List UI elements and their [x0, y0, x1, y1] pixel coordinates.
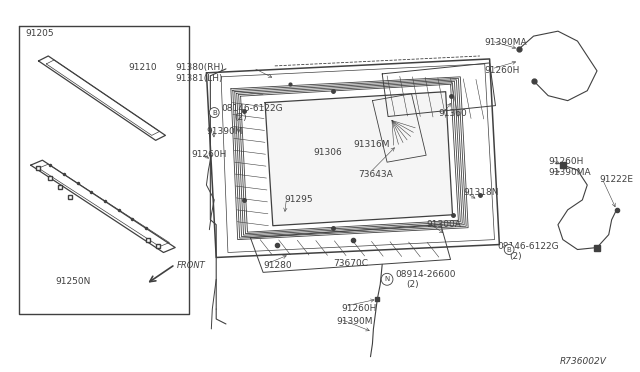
Text: 91205: 91205 [26, 29, 54, 38]
Circle shape [209, 108, 219, 118]
Text: (2): (2) [509, 251, 522, 260]
Text: 91260H: 91260H [341, 304, 376, 313]
Text: (2): (2) [406, 280, 419, 289]
Text: 91390M: 91390M [336, 317, 373, 326]
Text: 91280: 91280 [263, 262, 292, 270]
Text: R736002V: R736002V [560, 357, 607, 366]
Text: 91260H: 91260H [484, 66, 520, 75]
Text: 08914-26600: 08914-26600 [395, 270, 456, 279]
Text: 91380(RH): 91380(RH) [175, 63, 224, 72]
Polygon shape [265, 92, 452, 226]
Text: 91222E: 91222E [599, 175, 633, 184]
Circle shape [381, 273, 393, 285]
Text: B: B [507, 247, 511, 253]
Text: 91390M: 91390M [207, 128, 243, 137]
Text: N: N [385, 276, 390, 282]
Text: 91318N: 91318N [463, 188, 499, 197]
Text: 91260H: 91260H [192, 150, 227, 159]
Text: 91250N: 91250N [55, 277, 90, 286]
Text: 08146-6122G: 08146-6122G [497, 241, 559, 251]
Circle shape [504, 244, 514, 254]
Text: 73643A: 73643A [358, 170, 392, 179]
Text: 91306: 91306 [314, 148, 342, 157]
Text: 91390MA: 91390MA [484, 38, 527, 47]
Text: B: B [212, 109, 216, 116]
Text: 91260H: 91260H [548, 157, 584, 166]
Text: 91210: 91210 [129, 63, 157, 72]
Text: 73670C: 73670C [333, 259, 369, 269]
Text: 91390MA: 91390MA [548, 168, 591, 177]
Text: 91360: 91360 [439, 109, 468, 118]
Text: (2): (2) [234, 113, 246, 122]
Text: FRONT: FRONT [177, 262, 206, 270]
Text: 91316M: 91316M [353, 140, 389, 149]
Text: 91300A: 91300A [426, 220, 461, 229]
Text: 91381(LH): 91381(LH) [175, 74, 223, 83]
Text: 91295: 91295 [285, 195, 313, 204]
Text: 08146-6122G: 08146-6122G [221, 104, 283, 113]
